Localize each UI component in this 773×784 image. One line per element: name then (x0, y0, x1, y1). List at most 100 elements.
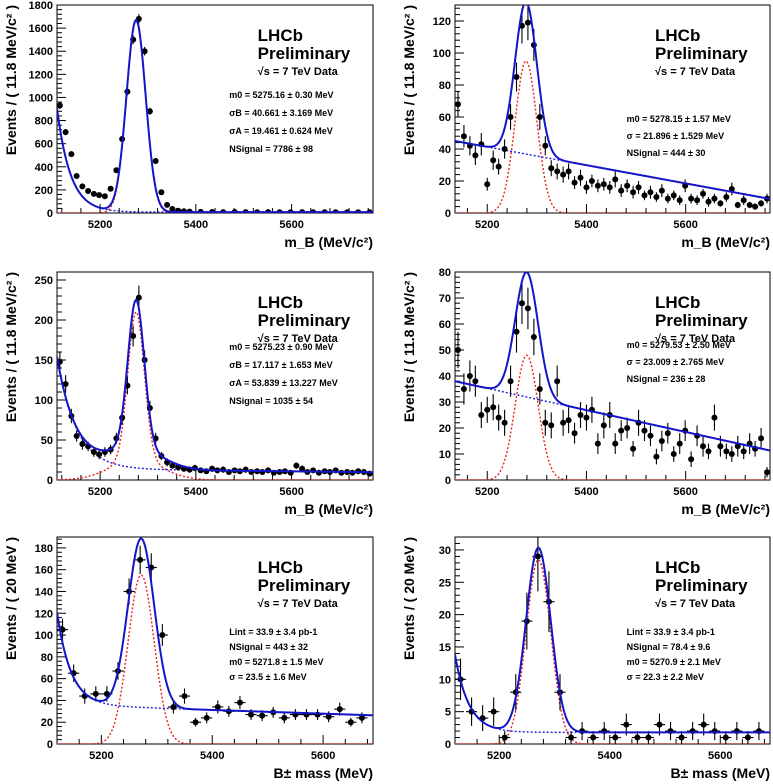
data-point-marker (518, 300, 525, 307)
data-point-marker (705, 448, 712, 455)
data-point-marker (57, 102, 63, 109)
preliminary-label: Preliminary (655, 311, 748, 330)
y-tick-label: 250 (35, 275, 53, 287)
data-point-marker (752, 203, 759, 210)
energy-label: √s = 7 TeV Data (655, 66, 736, 78)
total-fit-curve (455, 5, 770, 200)
data-point-marker (688, 456, 695, 463)
total-fit-curve (57, 537, 373, 717)
data-point (594, 433, 601, 454)
data-point (289, 709, 301, 721)
data-point (728, 446, 735, 462)
data-point (734, 435, 741, 457)
data-point-marker (583, 414, 590, 421)
data-point-marker (670, 451, 677, 457)
x-axis-title: m_B (MeV/c²) (681, 234, 770, 250)
data-point-marker (259, 712, 266, 719)
y-tick-label: 200 (35, 315, 53, 327)
y-tick-label: 60 (439, 112, 451, 124)
data-point (455, 91, 461, 117)
data-point-marker (764, 469, 770, 476)
energy-label: √s = 7 TeV Data (258, 333, 339, 345)
data-point-marker (495, 163, 502, 170)
data-point (658, 184, 665, 197)
y-tick-label: 100 (35, 395, 53, 407)
data-point-marker (181, 693, 188, 700)
y-axis-title: Events / ( 20 MeV ) (3, 537, 19, 660)
data-point-marker (159, 632, 166, 639)
data-point (554, 365, 561, 397)
y-tick-label: 40 (439, 371, 451, 383)
data-point (746, 433, 753, 454)
data-point (130, 325, 137, 347)
data-point (565, 731, 577, 744)
data-point (600, 177, 607, 191)
data-point-marker (594, 440, 601, 447)
fit-parameter-label: σ = 21.896 ± 1.529 MeV (627, 131, 724, 141)
data-point-marker (501, 734, 508, 741)
x-tick-label: 5400 (597, 750, 621, 762)
data-point (513, 311, 520, 353)
data-point-marker (606, 184, 613, 191)
y-tick-label: 20 (439, 176, 451, 188)
data-point (630, 185, 637, 199)
data-point-marker (490, 157, 497, 164)
data-point-marker (484, 406, 491, 413)
data-point (466, 360, 473, 392)
data-point (62, 375, 69, 393)
data-point (641, 190, 648, 201)
data-point-marker (158, 189, 165, 196)
x-tick-label: 5600 (673, 219, 697, 231)
background-component-curve (455, 654, 770, 734)
y-tick-label: 5 (445, 707, 451, 719)
data-point (700, 189, 707, 199)
data-point (606, 181, 613, 194)
data-point (507, 365, 514, 397)
data-point (705, 197, 712, 207)
y-tick-label: 25 (439, 577, 451, 589)
data-point (624, 179, 631, 193)
data-point-marker (700, 190, 707, 197)
data-point (96, 192, 103, 199)
x-tick-label: 5600 (708, 750, 732, 762)
y-tick-label: 15 (439, 642, 451, 654)
data-point-marker (664, 430, 671, 437)
y-tick-label: 20 (439, 423, 451, 435)
data-point-marker (583, 184, 590, 191)
data-point-marker (594, 182, 601, 189)
signal-component-curve (455, 60, 770, 213)
data-point-marker (192, 719, 199, 726)
data-point-marker (501, 146, 508, 152)
data-point (560, 166, 567, 183)
data-point (167, 700, 179, 714)
data-point (670, 446, 677, 462)
data-point (717, 200, 724, 207)
data-point (694, 195, 701, 205)
data-point (670, 190, 677, 201)
data-point (647, 425, 654, 447)
data-point-marker (68, 151, 75, 158)
data-point-marker (507, 114, 514, 120)
data-point (62, 128, 69, 136)
data-point (598, 722, 610, 741)
data-point-marker (678, 734, 685, 741)
data-point-marker (560, 171, 567, 178)
data-point-marker (744, 734, 751, 741)
fit-parameter-label: σA = 19.461 ± 0.624 MeV (229, 126, 333, 136)
data-point-marker (146, 108, 153, 115)
data-point-marker (746, 202, 753, 208)
data-point-marker (658, 187, 665, 194)
data-point (548, 412, 555, 439)
data-point-marker (79, 183, 86, 190)
data-point (513, 62, 520, 92)
data-point-marker (513, 74, 520, 80)
data-point-marker (203, 714, 210, 721)
data-point-marker (600, 422, 607, 429)
fit-parameter-label: NSignal = 1035 ± 54 (229, 396, 313, 406)
data-point (600, 412, 607, 439)
data-point-marker (624, 182, 631, 189)
data-point-marker (141, 48, 148, 55)
data-point-marker (490, 404, 497, 411)
y-axis-title: Events / ( 11.8 MeV/c² ) (401, 5, 417, 155)
